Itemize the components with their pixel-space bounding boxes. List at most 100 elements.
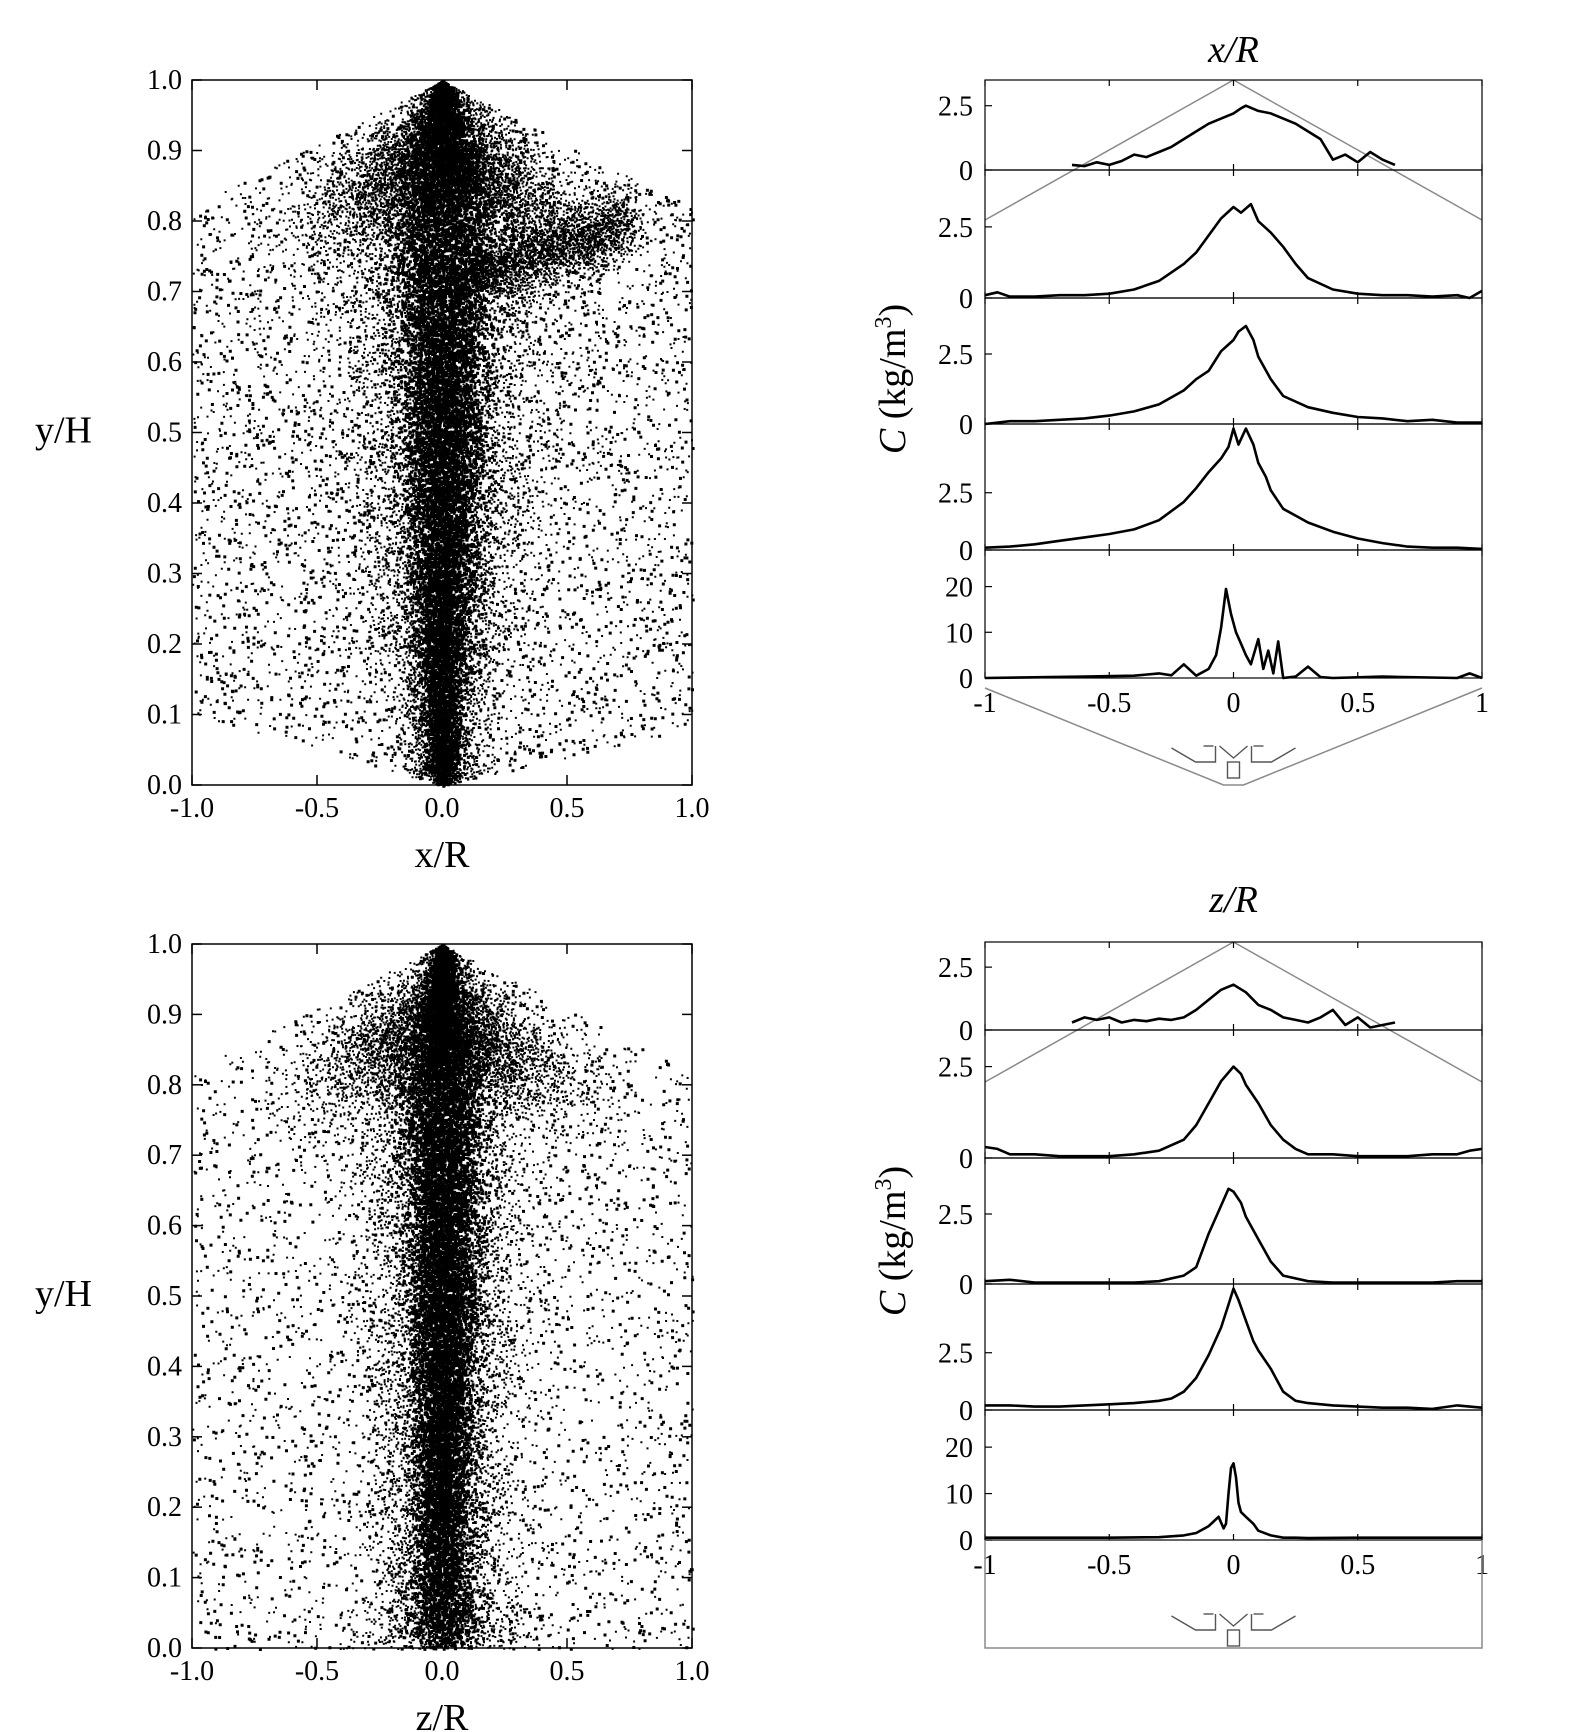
concentration-profile-line bbox=[984, 1065, 1483, 1158]
y-axis-label: C (kg/m3) bbox=[871, 304, 914, 454]
y-tick-label: 2.5 bbox=[938, 1053, 973, 1084]
x-tick-label: 1 bbox=[1475, 688, 1489, 719]
y-tick-label: 2.5 bbox=[938, 92, 973, 123]
y-tick-label: 20 bbox=[945, 1433, 973, 1464]
x-tick-label: 0 bbox=[1227, 1550, 1241, 1581]
nozzle-sketch-icon bbox=[1171, 1613, 1296, 1647]
profile-panel-frame bbox=[984, 1409, 1483, 1541]
x-tick-label: -1.0 bbox=[170, 1656, 214, 1687]
y-axis-label-symbol: C bbox=[872, 1281, 914, 1316]
profile-title: x/R bbox=[1207, 29, 1259, 71]
x-tick-label: 0.0 bbox=[425, 793, 460, 824]
y-tick-label: 20 bbox=[945, 573, 973, 604]
y-tick-label: 0.1 bbox=[147, 1563, 182, 1594]
profile-title: z/R bbox=[1208, 879, 1258, 921]
y-tick-label: 1.0 bbox=[147, 65, 182, 96]
y-tick-label: 0 bbox=[959, 536, 973, 567]
scatter-points bbox=[192, 80, 695, 788]
geometry-outline bbox=[1233, 941, 1483, 1083]
y-axis-label-unit: (kg/m bbox=[872, 329, 914, 420]
concentration-profile-line bbox=[984, 427, 1483, 551]
y-tick-label: 0.3 bbox=[147, 1422, 182, 1453]
geometry-outline bbox=[984, 941, 1234, 1083]
profile-panel-frame bbox=[984, 1157, 1483, 1285]
y-tick-label: 0.4 bbox=[147, 488, 182, 519]
geometry-outline bbox=[984, 79, 1234, 221]
concentration-profile-line bbox=[984, 587, 1483, 680]
x-tick-label: 0 bbox=[1227, 688, 1241, 719]
y-axis-label-symbol: C bbox=[872, 419, 914, 454]
y-tick-label: 0.2 bbox=[147, 1492, 182, 1523]
y-tick-label: 0.8 bbox=[147, 206, 182, 237]
y-axis-label-close: ) bbox=[872, 1166, 914, 1179]
y-tick-label: 0 bbox=[959, 1016, 973, 1047]
x-tick-label: 0.5 bbox=[1340, 1550, 1375, 1581]
concentration-profile-line bbox=[984, 324, 1482, 426]
y-tick-label: 0.0 bbox=[147, 1633, 182, 1664]
x-tick-label: 0.0 bbox=[425, 1656, 460, 1687]
x-tick-label: -0.5 bbox=[1087, 688, 1131, 719]
nozzle-sketch-icon bbox=[1171, 745, 1296, 779]
y-tick-label: 0 bbox=[959, 1144, 973, 1175]
profile-panel-frame bbox=[984, 549, 1483, 679]
concentration-profile-line bbox=[985, 1462, 1482, 1540]
concentration-profile-line bbox=[1071, 983, 1396, 1029]
scatter-plot-top: -1.0 -0.5 0.0 0.5 1.0 0.0 0.1 0.2 0.3 0.4 0.5 0.6 0.… bbox=[35, 65, 710, 876]
y-tick-label: 0.6 bbox=[147, 347, 182, 378]
y-tick-label: 0 bbox=[959, 156, 973, 187]
geometry-outline bbox=[984, 687, 1483, 786]
x-tick-label: 0.5 bbox=[550, 1656, 585, 1687]
y-tick-label: 2.5 bbox=[938, 479, 973, 510]
x-tick-label: -1 bbox=[973, 688, 996, 719]
y-tick-label: 2.5 bbox=[938, 1200, 973, 1231]
y-tick-label: 0.2 bbox=[147, 629, 182, 660]
y-axis-label-exponent: 3 bbox=[871, 317, 897, 329]
y-tick-label: 10 bbox=[945, 1480, 973, 1511]
y-tick-label: 0.3 bbox=[147, 559, 182, 590]
y-tick-label: 0.7 bbox=[147, 277, 182, 308]
y-tick-label: 0 bbox=[959, 664, 973, 695]
x-tick-label: -0.5 bbox=[1087, 1550, 1131, 1581]
profile-panel-frame bbox=[984, 169, 1483, 299]
y-tick-label: 2.5 bbox=[938, 1339, 973, 1370]
y-tick-label: 0.5 bbox=[147, 418, 182, 449]
y-axis-label: y/H bbox=[35, 410, 92, 452]
y-tick-label: 0 bbox=[959, 410, 973, 441]
concentration-profile-line bbox=[984, 1187, 1482, 1284]
y-tick-label: 0 bbox=[959, 1526, 973, 1557]
y-tick-label: 0.6 bbox=[147, 1211, 182, 1242]
profile-panel-frame bbox=[984, 1029, 1483, 1159]
y-axis-label-close: ) bbox=[872, 304, 914, 317]
y-tick-label: 1.0 bbox=[147, 929, 182, 960]
x-axis-label: z/R bbox=[416, 1697, 469, 1732]
x-tick-label: -1.0 bbox=[170, 793, 214, 824]
scatter-points bbox=[192, 944, 695, 1651]
geometry-outline bbox=[1233, 79, 1483, 221]
y-axis-label: C (kg/m3) bbox=[871, 1166, 914, 1316]
profile-panel-frame bbox=[984, 423, 1483, 551]
concentration-profile-line bbox=[985, 1287, 1483, 1411]
y-tick-label: 0.7 bbox=[147, 1140, 182, 1171]
profile-panel-frame bbox=[984, 1283, 1483, 1411]
y-tick-label: 2.5 bbox=[938, 953, 973, 984]
x-tick-label: 0.5 bbox=[1340, 688, 1375, 719]
y-tick-label: 0.0 bbox=[147, 770, 182, 801]
y-tick-label: 0.9 bbox=[147, 999, 182, 1030]
y-tick-label: 10 bbox=[945, 618, 973, 649]
y-tick-label: 0 bbox=[959, 1396, 973, 1427]
y-tick-label: 0.4 bbox=[147, 1351, 182, 1382]
y-tick-label: 0.8 bbox=[147, 1070, 182, 1101]
y-tick-label: 0.1 bbox=[147, 700, 182, 731]
geometry-outline bbox=[984, 1540, 1483, 1649]
concentration-profile-line bbox=[1071, 104, 1396, 168]
concentration-profile-line bbox=[984, 202, 1483, 300]
y-tick-label: 2.5 bbox=[938, 340, 973, 371]
y-tick-label: 0.9 bbox=[147, 136, 182, 167]
x-tick-label: 1.0 bbox=[675, 1656, 710, 1687]
profile-panel-frame bbox=[984, 79, 1483, 171]
x-tick-label: 1.0 bbox=[675, 793, 710, 824]
x-tick-label: -0.5 bbox=[295, 793, 339, 824]
x-tick-label: 0.5 bbox=[550, 793, 585, 824]
